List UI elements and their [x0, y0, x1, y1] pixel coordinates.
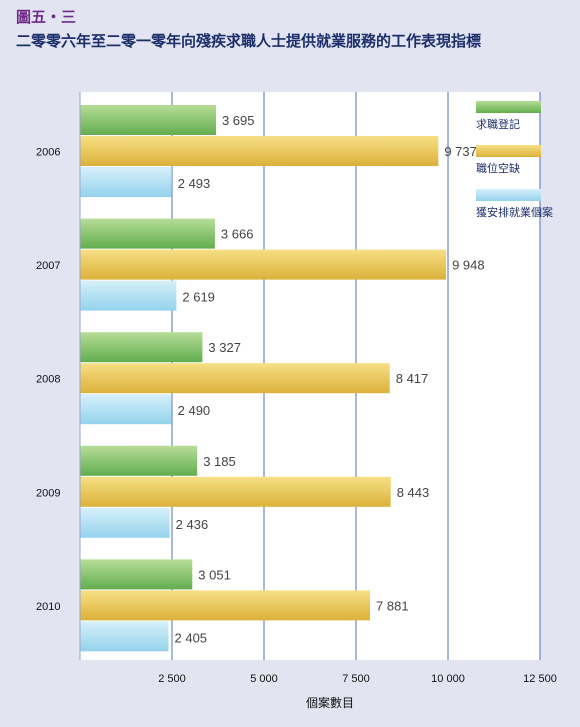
bar	[80, 363, 390, 394]
legend-label: 獲安排就業個案	[476, 205, 553, 219]
data-label: 2 490	[178, 403, 211, 418]
category-label: 2009	[36, 487, 60, 499]
bar	[80, 332, 203, 363]
category-label: 2010	[36, 601, 60, 613]
x-tick-label: 2 500	[158, 673, 186, 685]
bar	[80, 507, 170, 538]
data-label: 2 405	[175, 630, 208, 645]
legend-swatch	[476, 145, 541, 157]
data-label: 9 948	[452, 258, 485, 273]
data-label: 9 737	[444, 144, 477, 159]
data-label: 3 185	[203, 454, 236, 469]
bar	[80, 476, 391, 507]
data-label: 3 695	[222, 113, 255, 128]
axes: 2006 2007 2008 2009 2010 2 500 5 000 7 500 10 00…	[36, 92, 557, 710]
x-tick-label: 5 000	[250, 673, 278, 685]
data-label: 8 417	[396, 371, 429, 386]
x-axis-label: 個案數目	[306, 695, 354, 710]
bars	[80, 105, 447, 652]
bar	[80, 136, 439, 166]
legend-label: 職位空缺	[476, 161, 520, 175]
bar	[80, 167, 172, 197]
bar	[80, 218, 215, 249]
data-label: 3 666	[221, 227, 254, 242]
figure-label: 圖五・三	[16, 8, 77, 26]
data-label: 2 436	[176, 517, 209, 532]
x-tick-label: 12 500	[523, 673, 557, 685]
value-labels: 3 695 9 737 2 493 3 666 9 948 2 619 3 327 8 417…	[175, 113, 485, 645]
bar	[80, 590, 371, 621]
category-label: 2006	[36, 147, 60, 159]
bar	[80, 280, 177, 311]
data-label: 2 493	[178, 176, 211, 191]
category-label: 2007	[36, 260, 60, 272]
bar	[80, 445, 198, 476]
data-label: 8 443	[397, 485, 430, 500]
chart-title: 二零零六年至二零一零年向殘疾求職人士提供就業服務的工作表現指標	[16, 32, 482, 50]
data-label: 2 619	[182, 290, 215, 305]
bar	[80, 105, 216, 135]
bar	[80, 249, 447, 280]
data-label: 3 327	[208, 340, 241, 355]
bar	[80, 621, 169, 652]
legend-swatch	[476, 101, 541, 113]
legend-swatch	[476, 189, 541, 201]
bar	[80, 559, 193, 590]
x-tick-label: 10 000	[431, 673, 465, 685]
bar	[80, 394, 172, 425]
category-label: 2008	[36, 374, 60, 386]
data-label: 7 881	[376, 598, 409, 613]
legend-label: 求職登記	[476, 117, 520, 131]
data-label: 3 051	[198, 567, 231, 582]
x-tick-label: 7 500	[342, 673, 370, 685]
